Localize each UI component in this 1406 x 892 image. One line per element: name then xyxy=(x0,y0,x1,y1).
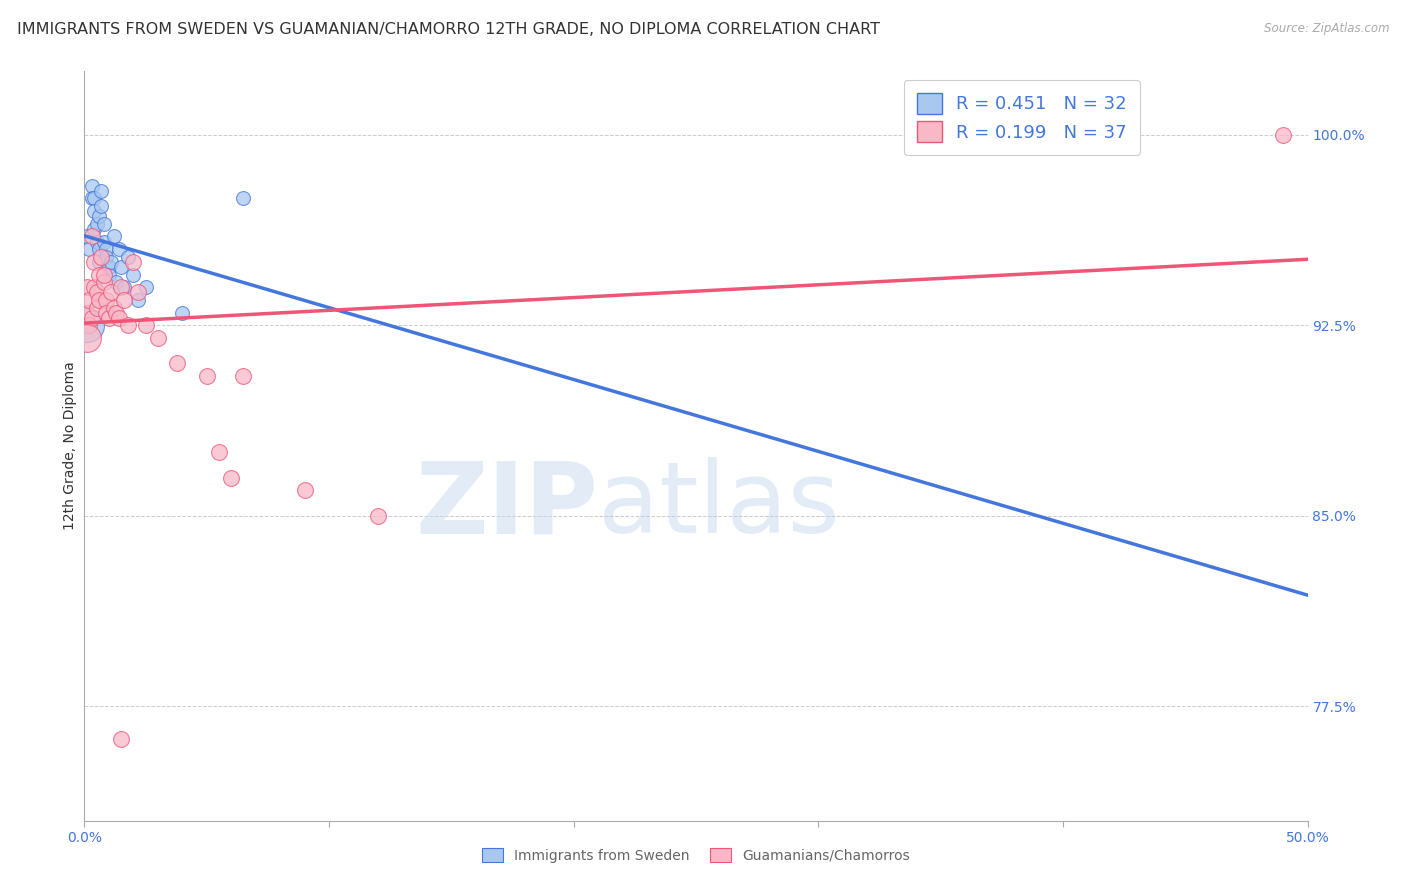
Point xyxy=(93,268,115,282)
Point xyxy=(83,280,105,294)
Point xyxy=(100,255,122,269)
Point xyxy=(86,217,108,231)
Point xyxy=(367,508,389,523)
Point xyxy=(87,255,110,269)
Point xyxy=(83,255,105,269)
Point xyxy=(86,285,108,300)
Point xyxy=(83,222,105,236)
Point xyxy=(135,280,157,294)
Point xyxy=(135,318,157,333)
Point xyxy=(97,268,120,282)
Point xyxy=(77,293,100,307)
Point xyxy=(112,280,135,294)
Point xyxy=(87,209,110,223)
Text: atlas: atlas xyxy=(598,458,839,555)
Point xyxy=(93,235,115,249)
Point xyxy=(112,293,135,307)
Point xyxy=(208,445,231,459)
Point xyxy=(100,285,122,300)
Point xyxy=(90,184,112,198)
Point xyxy=(96,242,118,256)
Y-axis label: 12th Grade, No Diploma: 12th Grade, No Diploma xyxy=(63,361,77,531)
Point xyxy=(76,280,98,294)
Point xyxy=(80,191,103,205)
Text: ZIP: ZIP xyxy=(415,458,598,555)
Point xyxy=(76,229,98,244)
Text: Source: ZipAtlas.com: Source: ZipAtlas.com xyxy=(1264,22,1389,36)
Legend: Immigrants from Sweden, Guamanians/Chamorros: Immigrants from Sweden, Guamanians/Chamo… xyxy=(475,841,917,870)
Point xyxy=(97,310,120,325)
Point xyxy=(127,293,149,307)
Point xyxy=(232,369,254,384)
Point xyxy=(86,301,108,315)
Point xyxy=(80,178,103,193)
Point xyxy=(103,301,125,315)
Point xyxy=(117,250,139,264)
Point xyxy=(117,318,139,333)
Point xyxy=(195,369,218,384)
Point xyxy=(90,199,112,213)
Point xyxy=(219,471,242,485)
Point xyxy=(110,732,132,747)
Point xyxy=(96,293,118,307)
Point xyxy=(294,483,316,498)
Point xyxy=(107,242,129,256)
Point xyxy=(110,280,132,294)
Point xyxy=(166,356,188,370)
Point xyxy=(1272,128,1295,142)
Point xyxy=(86,235,108,249)
Text: IMMIGRANTS FROM SWEDEN VS GUAMANIAN/CHAMORRO 12TH GRADE, NO DIPLOMA CORRELATION : IMMIGRANTS FROM SWEDEN VS GUAMANIAN/CHAM… xyxy=(17,22,880,37)
Point xyxy=(122,268,145,282)
Point xyxy=(87,268,110,282)
Point xyxy=(127,285,149,300)
Point xyxy=(103,229,125,244)
Point xyxy=(96,250,118,264)
Point xyxy=(107,310,129,325)
Point xyxy=(93,217,115,231)
Point xyxy=(76,318,98,333)
Point xyxy=(172,306,194,320)
Point xyxy=(90,250,112,264)
Point xyxy=(76,331,98,345)
Point xyxy=(110,260,132,274)
Point xyxy=(122,255,145,269)
Point xyxy=(87,242,110,256)
Point xyxy=(93,275,115,289)
Point xyxy=(77,242,100,256)
Point xyxy=(87,293,110,307)
Point xyxy=(83,204,105,219)
Point xyxy=(80,310,103,325)
Point xyxy=(97,260,120,274)
Point xyxy=(80,229,103,244)
Point xyxy=(76,306,98,320)
Point xyxy=(83,191,105,205)
Point xyxy=(146,331,169,345)
Point xyxy=(232,191,254,205)
Point xyxy=(105,306,128,320)
Point xyxy=(105,275,128,289)
Point xyxy=(96,306,118,320)
Point xyxy=(77,318,100,333)
